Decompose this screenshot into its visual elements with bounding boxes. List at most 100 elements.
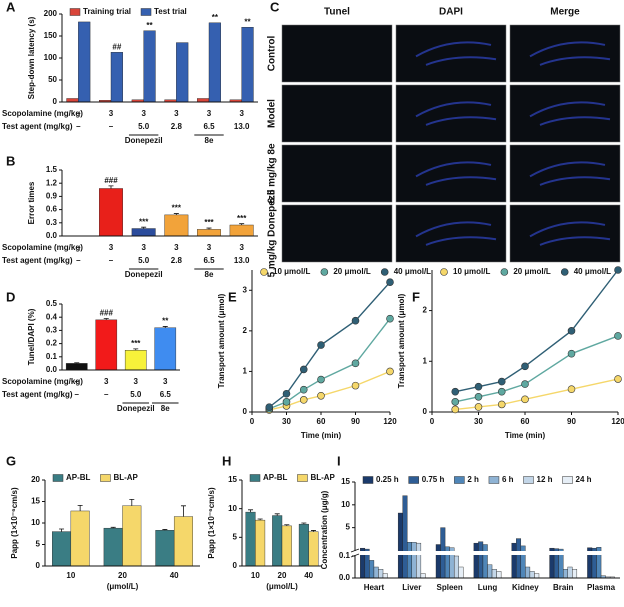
point (474, 392, 483, 401)
bar (563, 569, 568, 579)
legend-label: AP-BL (263, 473, 288, 482)
legend-label: BL-AP (113, 473, 138, 482)
y-tick-label: 2 (423, 306, 428, 315)
y-axis-label: Transport amount (μmol) (217, 293, 226, 388)
point (351, 381, 360, 390)
row-cell: – (76, 122, 81, 131)
nuclei-stain (415, 101, 497, 126)
error-bar (129, 498, 135, 506)
nuclei-stain (529, 41, 611, 66)
row-label: 6.5 mg/kg 8e (267, 143, 278, 203)
row-cell: – (76, 109, 81, 118)
legend-label: 20 μmol/L (513, 267, 550, 276)
bar (478, 541, 484, 579)
error-bar (284, 524, 290, 526)
error-bar (103, 318, 109, 320)
bar (496, 571, 502, 579)
point (474, 382, 483, 391)
legend-marker (454, 476, 465, 484)
x-tick-label: 120 (611, 417, 624, 426)
bar (164, 214, 189, 237)
x-tick-label: 90 (351, 417, 360, 426)
y-tick-label: 0.0 (339, 573, 351, 582)
bar (155, 530, 175, 567)
row-cell: – (75, 390, 80, 399)
legend-label: 0.75 h (422, 475, 445, 484)
micrograph (395, 204, 507, 263)
y-tick-label: 0.5 (46, 299, 58, 308)
annotation: *** (131, 339, 141, 348)
bar (511, 542, 517, 579)
line (455, 335, 619, 403)
point (614, 266, 622, 274)
legend-marker (52, 474, 64, 482)
x-tick-label: 40 (304, 571, 313, 580)
error-bar (310, 530, 316, 532)
point (265, 403, 274, 411)
annotation: ** (212, 13, 219, 22)
x-axis-label: Time (min) (505, 431, 546, 440)
bar (110, 52, 123, 103)
y-tick-label: 5 (346, 523, 351, 532)
bar (378, 569, 384, 579)
y-tick-label: 0.0 (46, 365, 58, 374)
y-tick-label: 0.0 (46, 231, 58, 240)
bar (411, 542, 417, 579)
point (317, 391, 325, 400)
error-bar (239, 223, 245, 225)
column-header: Merge (550, 7, 580, 18)
annotation: ### (100, 309, 114, 318)
bar (176, 42, 189, 103)
row-cell: – (75, 377, 80, 386)
y-tick-label: 0.1 (339, 551, 351, 560)
bar (65, 363, 88, 371)
y-tick-label: 10 (341, 500, 350, 509)
micrograph (509, 204, 621, 263)
legend-label: Training trial (83, 7, 131, 16)
row-label: Test agent (mg/kg) (2, 122, 73, 131)
y-tick-label: 0.3 (46, 326, 58, 335)
group-label: Donepezil (117, 404, 155, 413)
y-tick-label: 2 (243, 326, 248, 335)
legend-marker (260, 268, 268, 276)
x-tick-label: Spleen (437, 583, 463, 592)
x-tick-label: 30 (474, 417, 483, 426)
legend-marker (488, 476, 500, 484)
legend-label: 40 μmol/L (574, 267, 611, 276)
legend-marker (500, 268, 509, 276)
bar (70, 510, 90, 567)
point (521, 362, 529, 371)
error-bar (206, 227, 212, 230)
legend-label: 20 μmol/L (333, 267, 370, 276)
bar (173, 516, 193, 567)
error-bar (162, 529, 168, 531)
point (614, 332, 622, 340)
bar (572, 569, 578, 579)
bar (66, 98, 79, 103)
row-cell: 3 (207, 243, 212, 252)
x-tick-label: 0 (250, 417, 255, 426)
micrograph (509, 84, 621, 143)
point (451, 387, 460, 396)
y-tick-label: 0 (423, 407, 428, 416)
y-axis-label: Transport amount (μmol) (397, 293, 406, 388)
bar (373, 566, 379, 579)
row-cell: 3 (141, 243, 146, 252)
y-axis-label: Tunel/DAPI (%) (27, 308, 36, 365)
group-label: Donepezil (125, 270, 163, 279)
x-tick-label: Plasma (587, 583, 616, 592)
y-tick-label: 0.6 (46, 205, 58, 214)
point (299, 385, 308, 394)
micrograph (281, 204, 393, 263)
y-tick-label: 0.4 (46, 312, 58, 321)
legend-label: 10 μmol/L (273, 267, 310, 276)
error-bar (301, 522, 307, 525)
row-cell: 3 (174, 109, 179, 118)
bar (491, 569, 497, 579)
bar (397, 512, 403, 579)
point (521, 395, 529, 404)
error-bar (59, 528, 65, 532)
bar (124, 350, 147, 371)
annotation: ** (162, 317, 169, 326)
